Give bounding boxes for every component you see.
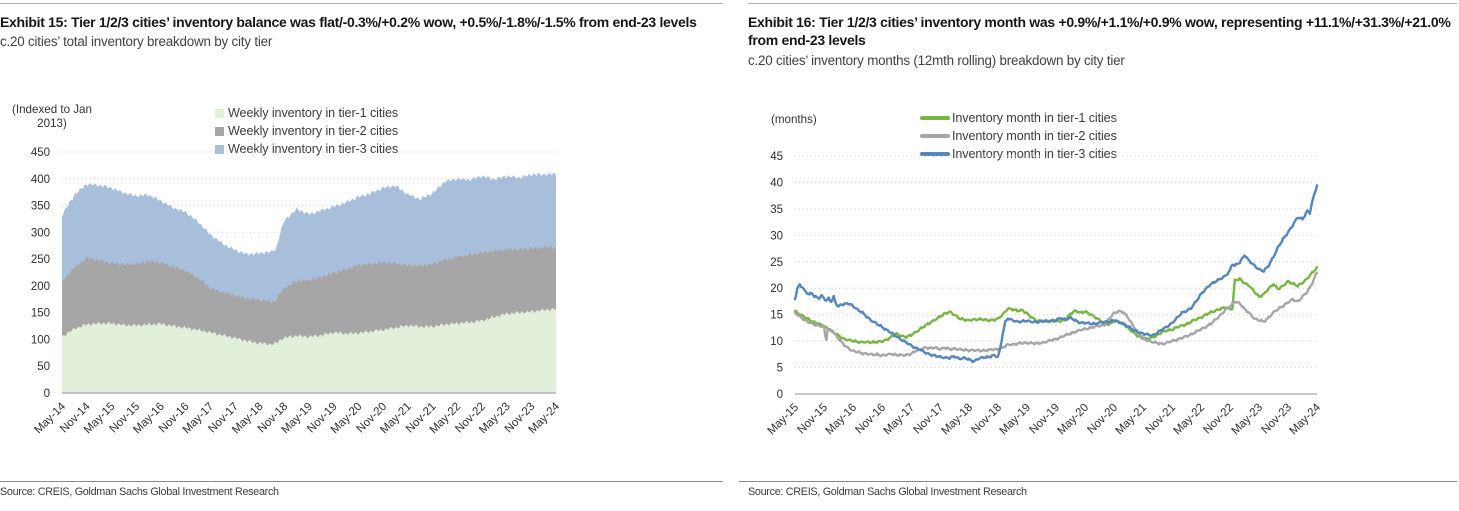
exhibit-16-title: Exhibit 16: Tier 1/2/3 cities’ inventory… (748, 14, 1451, 49)
legend-label: Weekly inventory in tier-1 cities (228, 106, 399, 120)
legend-item: Weekly inventory in tier-2 cities (215, 122, 398, 140)
legend-label: Weekly inventory in tier-2 cities (228, 124, 399, 138)
tier1-line-swatch (920, 116, 950, 120)
exhibit-15-subtitle: c.20 cities’ total inventory breakdown b… (0, 34, 273, 50)
exhibit-16-chart: (months) Inventory month in tier-1 citie… (748, 100, 1457, 460)
legend-label: Inventory month in tier-2 cities (952, 129, 1117, 143)
exhibit-15-title: Exhibit 15: Tier 1/2/3 cities’ inventory… (0, 14, 697, 30)
svg-text:May-23: May-23 (1230, 402, 1266, 438)
svg-text:May-19: May-19 (998, 402, 1034, 438)
svg-text:450: 450 (31, 147, 50, 159)
panel-top-rule (748, 3, 1457, 4)
legend-item: Inventory month in tier-2 cities (920, 127, 1117, 145)
legend-item: Inventory month in tier-3 cities (920, 145, 1117, 163)
svg-text:May-21: May-21 (1114, 402, 1150, 438)
svg-text:250: 250 (31, 254, 50, 266)
legend-label: Inventory month in tier-1 cities (952, 111, 1117, 125)
tier2-line-swatch (920, 134, 950, 138)
svg-text:40: 40 (770, 177, 783, 189)
svg-text:350: 350 (31, 201, 50, 213)
svg-text:May-20: May-20 (1056, 402, 1092, 438)
legend-label: Inventory month in tier-3 cities (952, 147, 1117, 161)
svg-text:May-18: May-18 (940, 402, 976, 438)
source-text: Source: CREIS, Goldman Sachs Global Inve… (748, 486, 1027, 498)
svg-text:25: 25 (770, 257, 783, 269)
svg-text:May-17: May-17 (882, 402, 918, 438)
tier2-area-swatch (215, 126, 224, 136)
line-plot: 051015202530354045May-15Nov-15May-16Nov-… (766, 151, 1324, 438)
svg-text:400: 400 (31, 174, 50, 186)
exhibit-15-panel: Exhibit 15: Tier 1/2/3 cities’ inventory… (0, 0, 729, 511)
svg-text:45: 45 (770, 151, 783, 163)
svg-text:30: 30 (770, 230, 783, 242)
legend-item: Inventory month in tier-1 cities (920, 109, 1117, 127)
chart-legend: Inventory month in tier-1 cities Invento… (920, 109, 1117, 163)
svg-text:50: 50 (37, 361, 50, 373)
svg-text:May-15: May-15 (766, 402, 802, 438)
y-axis-unit-label: (months) (771, 113, 817, 126)
svg-text:20: 20 (770, 283, 783, 295)
exhibit-15-chart: (Indexed to Jan 2013) Weekly inventory i… (0, 100, 729, 460)
source-block: Source: CREIS, Goldman Sachs Global Inve… (0, 481, 723, 498)
legend-item: Weekly inventory in tier-1 cities (215, 104, 398, 122)
svg-text:May-22: May-22 (1172, 402, 1208, 438)
svg-text:35: 35 (770, 204, 783, 216)
svg-text:10: 10 (770, 336, 783, 348)
tier1-area-swatch (215, 108, 224, 118)
source-block: Source: CREIS, Goldman Sachs Global Inve… (739, 481, 1457, 498)
svg-text:150: 150 (31, 308, 50, 320)
svg-text:300: 300 (31, 227, 50, 239)
stacked-area-plot: 050100150200250300350400450May-14Nov-14M… (31, 147, 563, 436)
source-text: Source: CREIS, Goldman Sachs Global Inve… (0, 486, 279, 498)
tier3-area-swatch (215, 144, 224, 154)
svg-text:0: 0 (44, 388, 50, 400)
svg-text:100: 100 (31, 334, 50, 346)
svg-text:May-16: May-16 (824, 402, 860, 438)
panel-top-rule (0, 3, 723, 4)
svg-text:0: 0 (777, 389, 783, 401)
exhibit-16-panel: Exhibit 16: Tier 1/2/3 cities’ inventory… (729, 0, 1459, 511)
svg-text:200: 200 (31, 281, 50, 293)
svg-text:15: 15 (770, 310, 783, 322)
tier3-line-swatch (920, 152, 950, 156)
y-axis-unit-label: (Indexed to Jan 2013) (12, 103, 92, 131)
svg-text:5: 5 (777, 363, 783, 375)
svg-text:May-24: May-24 (1288, 401, 1324, 437)
exhibit-16-subtitle: c.20 cities’ inventory months (12mth rol… (748, 52, 1125, 68)
